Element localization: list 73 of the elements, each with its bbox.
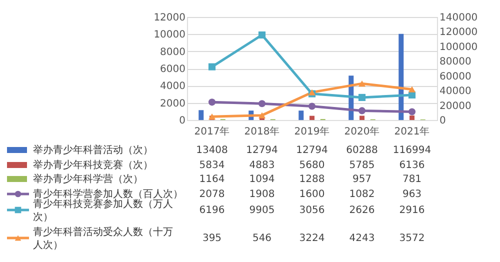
- data-label: 963: [402, 189, 422, 200]
- data-label: 1094: [249, 174, 275, 185]
- data-label: 781: [402, 174, 422, 185]
- data-label: 3224: [299, 233, 325, 244]
- data-label: 1164: [199, 174, 225, 185]
- point: [258, 112, 266, 118]
- y-tick-label: 2000: [160, 98, 186, 110]
- data-label: 13408: [196, 145, 228, 156]
- y2-tick-label: 40000: [440, 86, 472, 98]
- y-tick-label: 10000: [154, 30, 186, 41]
- bar: [198, 110, 204, 120]
- data-label: 12794: [296, 145, 328, 156]
- data-label: 957: [352, 174, 372, 185]
- data-label: 5785: [349, 160, 375, 171]
- y2-tick-label: 80000: [440, 56, 472, 68]
- data-label: 1288: [299, 174, 325, 185]
- point: [308, 102, 316, 110]
- data-label: 2916: [399, 205, 425, 216]
- y-tick-label: 6000: [160, 64, 186, 75]
- data-label: 116994: [392, 145, 432, 156]
- x-tick-label: 2019年: [294, 126, 330, 138]
- data-label: 6136: [399, 160, 425, 171]
- x-tick-label: 2018年: [244, 126, 280, 138]
- x-tick-label: 2017年: [194, 126, 230, 138]
- x-tick-label: 2020年: [344, 126, 380, 138]
- y2-tick-label: 140000: [440, 12, 478, 24]
- x-tick-label: 2021年: [394, 126, 430, 138]
- data-label: 2626: [349, 205, 375, 216]
- point: [258, 31, 266, 39]
- point: [408, 86, 416, 92]
- legend-label: 青少年科技竞赛参加人数（万人次）: [33, 198, 173, 223]
- legend-label: 举办青少年科普活动（次）: [33, 144, 153, 156]
- bar: [410, 115, 414, 120]
- legend-label: 举办青少年科学营（次）: [33, 173, 143, 185]
- y-tick-label: 0: [179, 116, 186, 126]
- data-label: 6196: [199, 205, 225, 216]
- point: [208, 98, 216, 106]
- legend-label: 青少年科普活动受众人数（十万人次）: [33, 226, 173, 251]
- data-label: 1600: [299, 189, 325, 200]
- point: [358, 107, 366, 114]
- data-label: 2078: [199, 189, 225, 200]
- y2-tick-label: 0: [440, 116, 446, 126]
- data-label: 3572: [399, 233, 425, 244]
- point: [258, 100, 266, 108]
- legend-label: 青少年科学营参加人数（百人次）: [33, 188, 183, 200]
- data-label: 5834: [199, 160, 225, 171]
- data-label: 546: [252, 233, 272, 244]
- point: [358, 80, 366, 87]
- y-tick-label: 8000: [160, 46, 186, 58]
- data-label: 5680: [299, 160, 325, 171]
- data-label: 60288: [346, 145, 378, 156]
- point: [358, 94, 366, 101]
- data-label: 395: [202, 233, 222, 244]
- y2-tick-label: 100000: [440, 42, 478, 53]
- point: [208, 63, 216, 70]
- data-label: 3056: [299, 205, 325, 216]
- data-label: 4883: [249, 160, 275, 171]
- bar: [310, 116, 314, 120]
- y-tick-label: 12000: [154, 12, 186, 24]
- data-label: 9905: [249, 205, 275, 216]
- legend-label: 举办青少年科技竞赛（次）: [33, 159, 153, 171]
- data-label: 1908: [249, 189, 275, 200]
- y2-tick-label: 20000: [440, 100, 472, 112]
- data-label: 12794: [246, 145, 278, 156]
- data-label: 1082: [349, 189, 375, 200]
- data-label: 4243: [349, 233, 375, 244]
- point: [408, 108, 416, 116]
- bar: [398, 34, 404, 120]
- bar: [298, 110, 304, 120]
- y2-tick-label: 60000: [440, 71, 472, 82]
- bar: [360, 116, 364, 120]
- y-tick-label: 4000: [160, 81, 186, 92]
- y2-tick-label: 120000: [440, 27, 478, 38]
